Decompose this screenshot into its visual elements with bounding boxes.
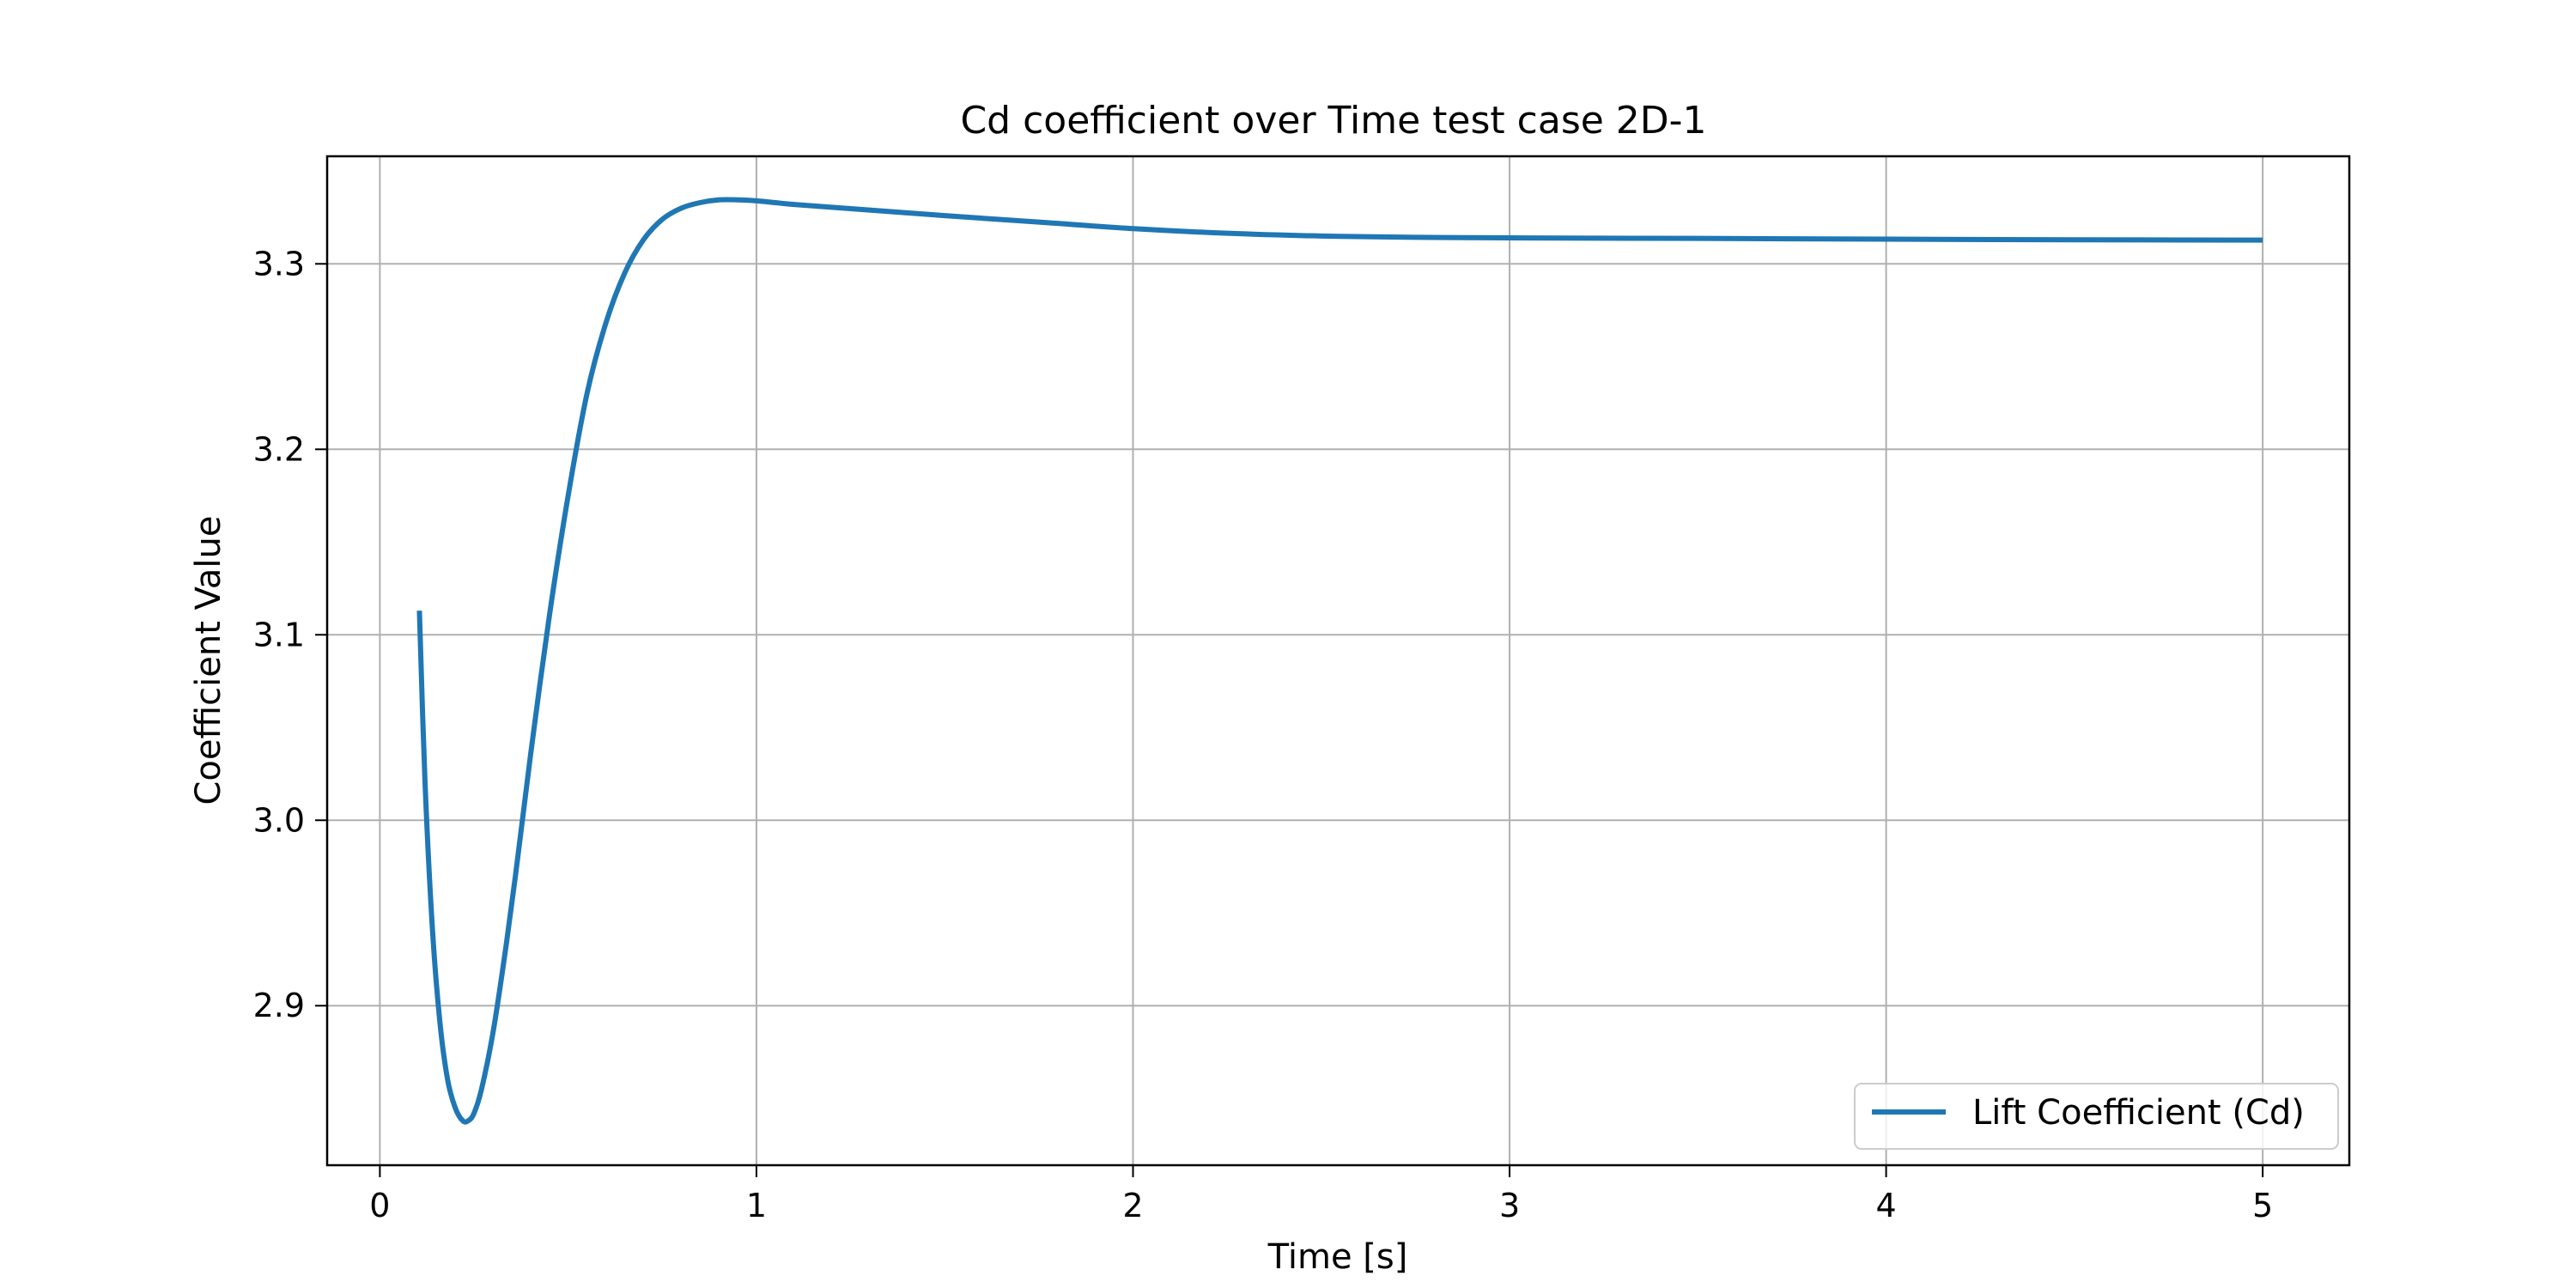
y-tick-label: 3.3 bbox=[253, 245, 305, 283]
x-tick-label: 4 bbox=[1875, 1187, 1896, 1224]
x-tick-label: 0 bbox=[369, 1187, 390, 1224]
plot-area bbox=[327, 156, 2349, 1165]
x-tick-label: 2 bbox=[1122, 1187, 1143, 1224]
x-tick-label: 3 bbox=[1499, 1187, 1520, 1224]
y-tick-label: 2.9 bbox=[253, 987, 305, 1024]
series-line-cd bbox=[416, 197, 2263, 1125]
legend: Lift Coefficient (Cd) bbox=[1854, 1083, 2339, 1150]
y-axis-label: Coefficient Value bbox=[189, 516, 228, 805]
y-tick-label: 3.1 bbox=[253, 616, 305, 653]
legend-label: Lift Coefficient (Cd) bbox=[1972, 1093, 2305, 1133]
y-tick-label: 3.2 bbox=[253, 430, 305, 468]
curve-layer bbox=[416, 197, 2263, 1125]
tick-layer: 0 1 2 3 4 5 2.9 3.0 3.1 3.2 3.3 bbox=[253, 245, 2274, 1224]
grid-layer bbox=[327, 156, 2349, 1165]
x-tick-label: 5 bbox=[2252, 1187, 2273, 1224]
legend-box bbox=[1854, 1083, 2339, 1150]
chart-title: Cd coefficient over Time test case 2D-1 bbox=[960, 99, 1706, 143]
y-tick-label: 3.0 bbox=[253, 801, 305, 839]
plot-frame bbox=[325, 155, 2351, 1167]
x-tick-label: 1 bbox=[746, 1187, 767, 1224]
x-axis-label: Time [s] bbox=[1267, 1237, 1408, 1277]
